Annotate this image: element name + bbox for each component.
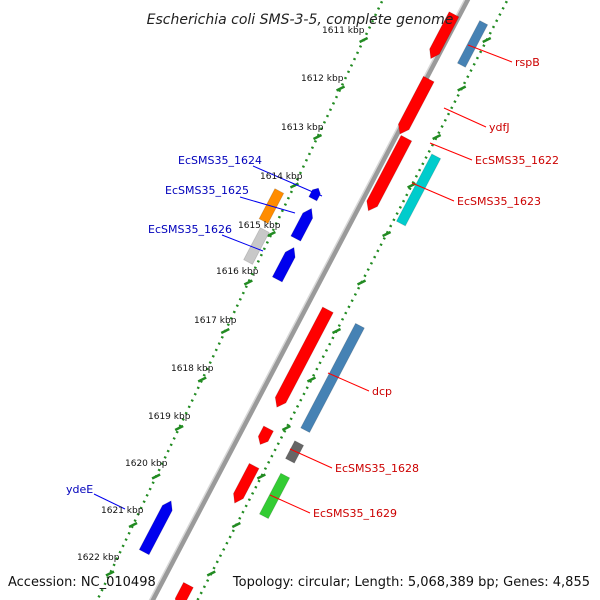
- outer-tick: [331, 327, 342, 335]
- tick-label-1621: 1621 kbp: [101, 506, 144, 516]
- tick-label-1612: 1612 kbp: [301, 74, 344, 84]
- outer-tick: [306, 376, 317, 383]
- gene-label-EcSMS35_1629[interactable]: EcSMS35_1629: [313, 507, 397, 520]
- inner-tick: [174, 424, 184, 432]
- inner-tick: [335, 85, 346, 92]
- gene-label-rspB[interactable]: rspB: [515, 56, 540, 69]
- inner-tick: [266, 230, 276, 238]
- gene-dcp-pair[interactable]: [300, 322, 365, 434]
- outer-tick: [231, 521, 241, 529]
- gene-EcSMS35_1625[interactable]: [290, 207, 314, 242]
- gene-label-dcp[interactable]: dcp: [372, 385, 392, 398]
- leader-rspB: [467, 44, 513, 63]
- gene-label-EcSMS35_1622[interactable]: EcSMS35_1622: [475, 154, 559, 167]
- tick-label-1618: 1618 kbp: [171, 364, 214, 374]
- gene-EcSMS35_1628a[interactable]: [257, 425, 274, 446]
- gene-EcSMS35_1622[interactable]: [366, 134, 413, 212]
- gene-ydeE[interactable]: [138, 500, 173, 556]
- gene-label-EcSMS35_1628[interactable]: EcSMS35_1628: [335, 462, 419, 475]
- outer-tick: [356, 279, 367, 286]
- outer-tick: [457, 85, 467, 92]
- tick-layer: [105, 36, 492, 577]
- gene-dcp[interactable]: [274, 306, 334, 408]
- gene-label-EcSMS35_1624[interactable]: EcSMS35_1624: [178, 154, 262, 167]
- gene-bottom-red[interactable]: [174, 581, 194, 600]
- leader-EcSMS35_1629: [269, 494, 311, 514]
- gene-label-EcSMS35_1623[interactable]: EcSMS35_1623: [457, 195, 541, 208]
- inner-tick: [312, 133, 323, 141]
- gene-EcSMS35_1626[interactable]: [271, 246, 296, 283]
- tick-label-1615: 1615 kbp: [238, 221, 281, 231]
- inner-tick: [151, 473, 161, 480]
- leader-ydeE: [93, 493, 126, 510]
- outer-tick: [382, 230, 392, 238]
- leader-EcSMS35_1626: [221, 234, 264, 252]
- gene-EcSMS35_1628[interactable]: [284, 440, 305, 464]
- tick-label-1619: 1619 kbp: [148, 412, 191, 422]
- gene-rspB[interactable]: [429, 11, 460, 60]
- outer-tick: [206, 570, 216, 577]
- inner-tick: [220, 327, 230, 335]
- inner-tick: [128, 521, 138, 529]
- inner-tick: [359, 36, 369, 44]
- leader-EcSMS35_1624: [252, 165, 323, 197]
- topology-text: Topology: circular; Length: 5,068,389 bp…: [232, 575, 590, 590]
- inner-tick: [105, 570, 115, 577]
- tick-label-1620: 1620 kbp: [125, 459, 168, 469]
- leader-dcp: [327, 372, 370, 392]
- tick-label-1611: 1611 kbp: [322, 26, 365, 36]
- leader-EcSMS35_1622: [429, 142, 473, 161]
- tick-label-1613: 1613 kbp: [281, 123, 324, 133]
- gene-EcSMS35_1629[interactable]: [258, 472, 291, 520]
- inner-tick: [197, 376, 207, 383]
- leader-ydfJ: [443, 107, 487, 128]
- accession-text: Accession: NC_010498: [8, 575, 156, 590]
- leader-EcSMS35_1625: [239, 196, 296, 214]
- inner-tick: [243, 279, 253, 286]
- gene-rspB-pair[interactable]: [456, 20, 489, 68]
- tick-label-1614: 1614 kbp: [260, 172, 303, 182]
- tick-label-1622: 1622 kbp: [77, 553, 120, 563]
- gene-label-ydfJ[interactable]: ydfJ: [489, 121, 510, 134]
- label-leaders: [93, 44, 513, 514]
- gene-EcSMS35_1623[interactable]: [395, 153, 442, 227]
- tick-label-1616: 1616 kbp: [216, 267, 259, 277]
- inner-tick: [289, 182, 299, 189]
- gene-label-EcSMS35_1625[interactable]: EcSMS35_1625: [165, 184, 249, 197]
- outer-tick: [432, 133, 442, 141]
- gene-layer: [138, 11, 489, 600]
- inner-tick-guide: [95, 0, 385, 600]
- map-title: Escherichia coli SMS-3-5, complete genom…: [147, 12, 454, 28]
- gene-label-ydeE[interactable]: ydeE: [66, 483, 93, 496]
- gene-EcSMS35_1629a[interactable]: [233, 462, 260, 504]
- gene-EcSMS35_1626-gray[interactable]: [243, 227, 270, 265]
- gene-label-EcSMS35_1626[interactable]: EcSMS35_1626: [148, 223, 232, 236]
- gene-ydfJ[interactable]: [397, 75, 435, 135]
- tick-label-1617: 1617 kbp: [194, 316, 237, 326]
- outer-tick: [256, 473, 266, 480]
- outer-tick: [281, 424, 291, 432]
- outer-tick-guide: [196, 0, 509, 600]
- outer-tick: [482, 36, 492, 44]
- leader-EcSMS35_1623: [411, 182, 455, 202]
- leader-EcSMS35_1628: [289, 448, 333, 469]
